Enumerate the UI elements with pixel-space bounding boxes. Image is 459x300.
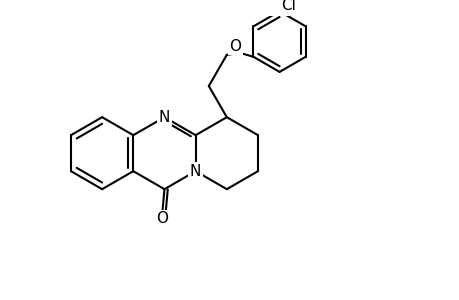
Text: N: N	[190, 164, 201, 179]
Text: Cl: Cl	[281, 0, 296, 13]
Text: N: N	[158, 110, 170, 125]
Text: O: O	[229, 39, 241, 54]
Text: O: O	[156, 211, 168, 226]
